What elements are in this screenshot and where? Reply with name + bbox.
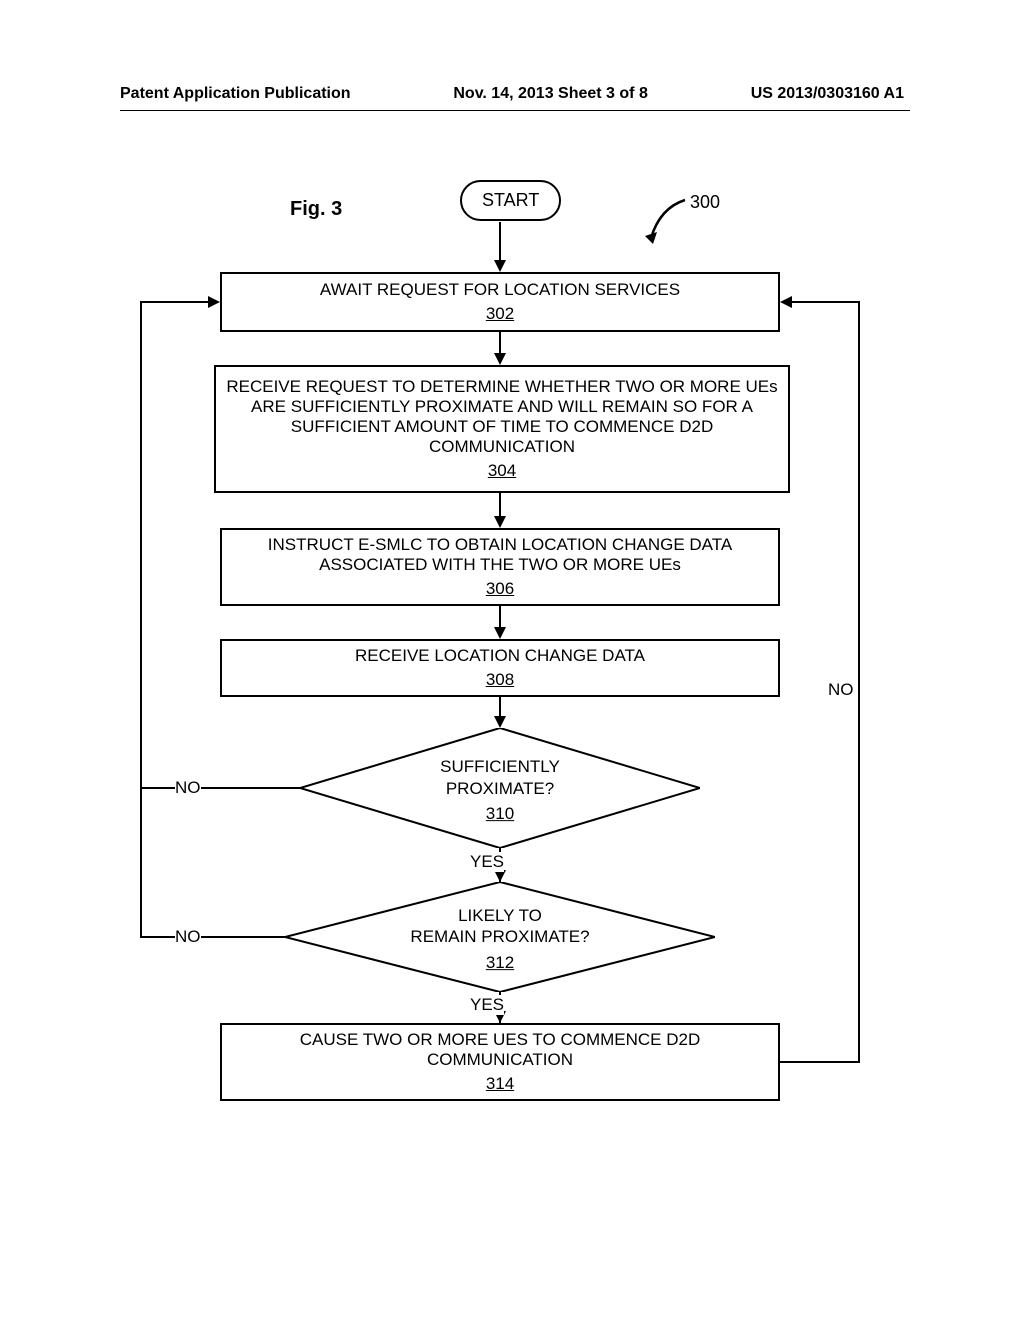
- edge-312-yes-label: YES: [470, 995, 504, 1015]
- box-314-text: CAUSE TWO OR MORE UES TO COMMENCE D2D CO…: [232, 1030, 768, 1070]
- header-center: Nov. 14, 2013 Sheet 3 of 8: [453, 85, 647, 103]
- box-314: CAUSE TWO OR MORE UES TO COMMENCE D2D CO…: [220, 1023, 780, 1101]
- edge-308-310-head: [494, 716, 506, 728]
- edge-304-306-head: [494, 516, 506, 528]
- box-302-ref: 302: [232, 304, 768, 324]
- edge-312-no-h1: [140, 936, 285, 938]
- edge-306-308: [499, 606, 501, 629]
- figure-label: Fig. 3: [290, 198, 342, 221]
- start-label: START: [482, 190, 539, 210]
- edge-left-into-302: [140, 301, 210, 303]
- edge-310-no-label: NO: [175, 778, 201, 798]
- box-302-text: AWAIT REQUEST FOR LOCATION SERVICES: [232, 280, 768, 300]
- edge-right-vertical: [858, 302, 860, 1063]
- box-304: RECEIVE REQUEST TO DETERMINE WHETHER TWO…: [214, 365, 790, 493]
- edge-left-vertical: [140, 302, 142, 938]
- box-306: INSTRUCT E-SMLC TO OBTAIN LOCATION CHANG…: [220, 528, 780, 606]
- edge-310-yes-label: YES: [470, 852, 504, 872]
- edge-left-into-302-head: [208, 296, 220, 308]
- box-308: RECEIVE LOCATION CHANGE DATA 308: [220, 639, 780, 697]
- edge-310-no-h1: [140, 787, 300, 789]
- box-308-text: RECEIVE LOCATION CHANGE DATA: [232, 646, 768, 666]
- edge-start-302: [499, 222, 501, 262]
- reference-hook-arrow: [645, 198, 690, 246]
- edge-right-no-label: NO: [828, 680, 854, 700]
- header-left: Patent Application Publication: [120, 85, 351, 103]
- box-308-ref: 308: [232, 670, 768, 690]
- edge-306-308-head: [494, 627, 506, 639]
- header-right: US 2013/0303160 A1: [751, 85, 904, 103]
- decision-312-text: LIKELY TOREMAIN PROXIMATE?: [410, 905, 589, 948]
- reference-number: 300: [690, 192, 720, 213]
- decision-310-text: SUFFICIENTLYPROXIMATE?: [440, 757, 560, 800]
- edge-314-right-h: [780, 1061, 860, 1063]
- decision-312-ref: 312: [410, 952, 589, 973]
- start-terminal: START: [460, 180, 561, 221]
- flowchart: Fig. 3 300 START AWAIT REQUEST FOR LOCAT…: [0, 180, 1024, 1200]
- decision-310: SUFFICIENTLYPROXIMATE? 310: [300, 728, 700, 848]
- edge-312-no-label: NO: [175, 927, 201, 947]
- box-304-text: RECEIVE REQUEST TO DETERMINE WHETHER TWO…: [226, 377, 778, 457]
- edge-302-304: [499, 332, 501, 355]
- box-302: AWAIT REQUEST FOR LOCATION SERVICES 302: [220, 272, 780, 332]
- edge-start-302-head: [494, 260, 506, 272]
- edge-302-304-head: [494, 353, 506, 365]
- edge-304-306: [499, 493, 501, 518]
- box-314-ref: 314: [232, 1074, 768, 1094]
- edge-right-into-302-head: [780, 296, 792, 308]
- edge-right-into-302: [790, 301, 860, 303]
- header: Patent Application Publication Nov. 14, …: [0, 85, 1024, 103]
- box-304-ref: 304: [226, 461, 778, 481]
- decision-312: LIKELY TOREMAIN PROXIMATE? 312: [285, 882, 715, 992]
- decision-310-ref: 310: [440, 803, 560, 824]
- edge-308-310: [499, 697, 501, 718]
- box-306-text: INSTRUCT E-SMLC TO OBTAIN LOCATION CHANG…: [232, 535, 768, 575]
- header-divider: [120, 110, 910, 111]
- box-306-ref: 306: [232, 579, 768, 599]
